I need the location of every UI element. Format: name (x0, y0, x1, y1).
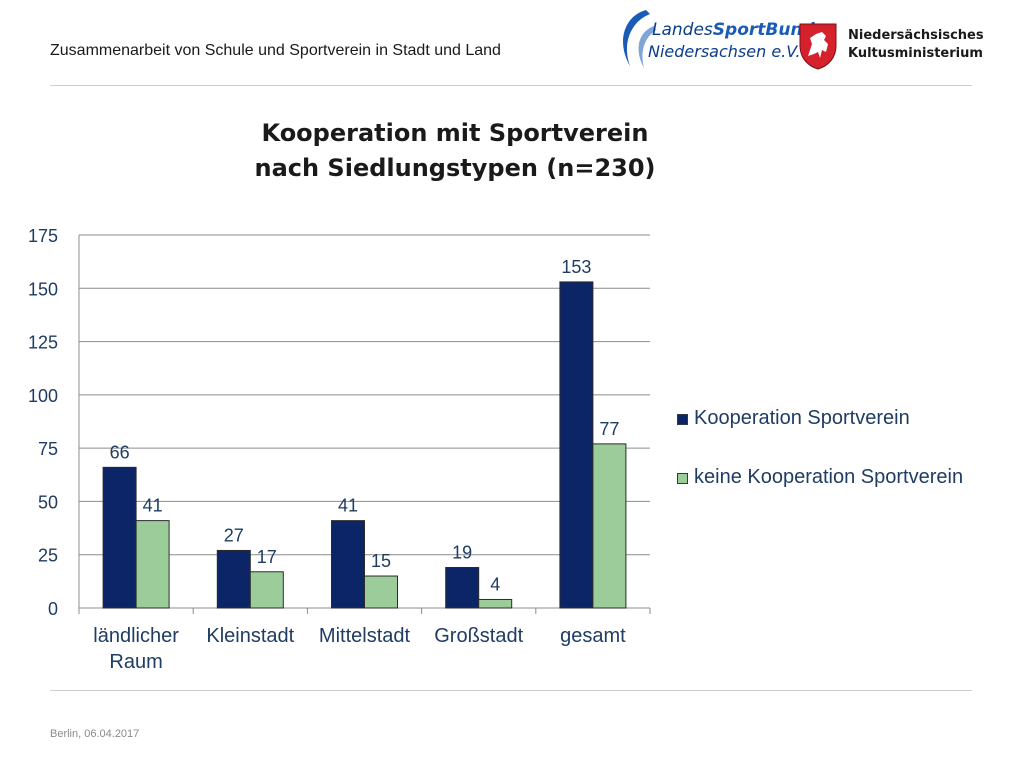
data-label-series1-2: 41 (338, 496, 358, 516)
bar-series2-0 (135, 520, 170, 609)
bar-series2-1 (249, 571, 284, 609)
y-tick-label-25: 25 (38, 546, 58, 566)
data-label-series1-4: 153 (561, 257, 591, 277)
ministry-name-line1: Niedersächsisches (848, 28, 984, 43)
bar-series2-3 (478, 598, 513, 609)
bar-series2-4 (592, 443, 627, 609)
y-tick-label-75: 75 (38, 439, 58, 459)
y-tick-label-175: 175 (28, 226, 58, 246)
lsb-swoosh-icon (623, 10, 656, 68)
chart-title-line2: nach Siedlungstypen (n=230) (254, 154, 656, 182)
lsb-name-part2: SportBund (712, 20, 815, 40)
data-label-series2-3: 4 (490, 574, 500, 594)
x-category-label-0-1: Raum (109, 651, 162, 673)
legend-label-kooperation: Kooperation Sportverein (694, 407, 910, 429)
ministry-name-line2: Kultusministerium (848, 46, 983, 61)
lsb-name-part1: Landes (652, 20, 713, 40)
x-category-label-1-0: Kleinstadt (206, 625, 294, 647)
y-tick-label-125: 125 (28, 333, 58, 353)
footer-date: Berlin, 06.04.2017 (50, 728, 140, 740)
x-category-label-3-0: Großstadt (434, 625, 523, 647)
footer-divider (50, 690, 972, 691)
header-divider (50, 85, 972, 86)
x-category-label-0-0: ländlicher (93, 625, 179, 647)
x-category-label-4-0: gesamt (560, 625, 626, 647)
chart-title-line1: Kooperation mit Sportverein (261, 119, 649, 147)
data-label-series2-0: 41 (143, 496, 163, 516)
horse-crest-icon (799, 23, 837, 70)
bar-series1-4 (559, 281, 594, 609)
header-title: Zusammenarbeit von Schule und Sportverei… (50, 42, 501, 59)
y-tick-label-150: 150 (28, 279, 58, 299)
x-category-label-2-0: Mittelstadt (319, 625, 411, 647)
bar-series1-2 (331, 520, 365, 609)
data-label-series1-0: 66 (110, 442, 130, 462)
y-tick-label-50: 50 (38, 492, 58, 512)
bar-series2-2 (364, 575, 398, 609)
data-label-series2-2: 15 (371, 551, 391, 571)
legend-swatch-kooperation (677, 414, 688, 425)
bar-series1-0 (102, 466, 137, 609)
data-label-series1-1: 27 (224, 525, 244, 545)
landessportbund-logo: LandesSportBund Niedersachsen e.V. (616, 6, 815, 74)
kultusministerium-logo: Niedersächsisches Kultusministerium (798, 22, 988, 72)
legend-label-keine-kooperation: keine Kooperation Sportverein (694, 466, 964, 488)
chart-title: Kooperation mit Sportverein nach Siedlun… (200, 116, 710, 186)
y-tick-label-0: 0 (48, 599, 58, 619)
bar-series1-3 (445, 567, 480, 609)
data-label-series1-3: 19 (452, 543, 472, 563)
lsb-name-line2: Niedersachsen e.V. (648, 42, 801, 61)
bar-series1-1 (216, 549, 251, 609)
legend-swatch-keine-kooperation (677, 473, 688, 484)
y-tick-label-100: 100 (28, 386, 58, 406)
data-label-series2-4: 77 (599, 419, 619, 439)
data-label-series2-1: 17 (257, 547, 277, 567)
